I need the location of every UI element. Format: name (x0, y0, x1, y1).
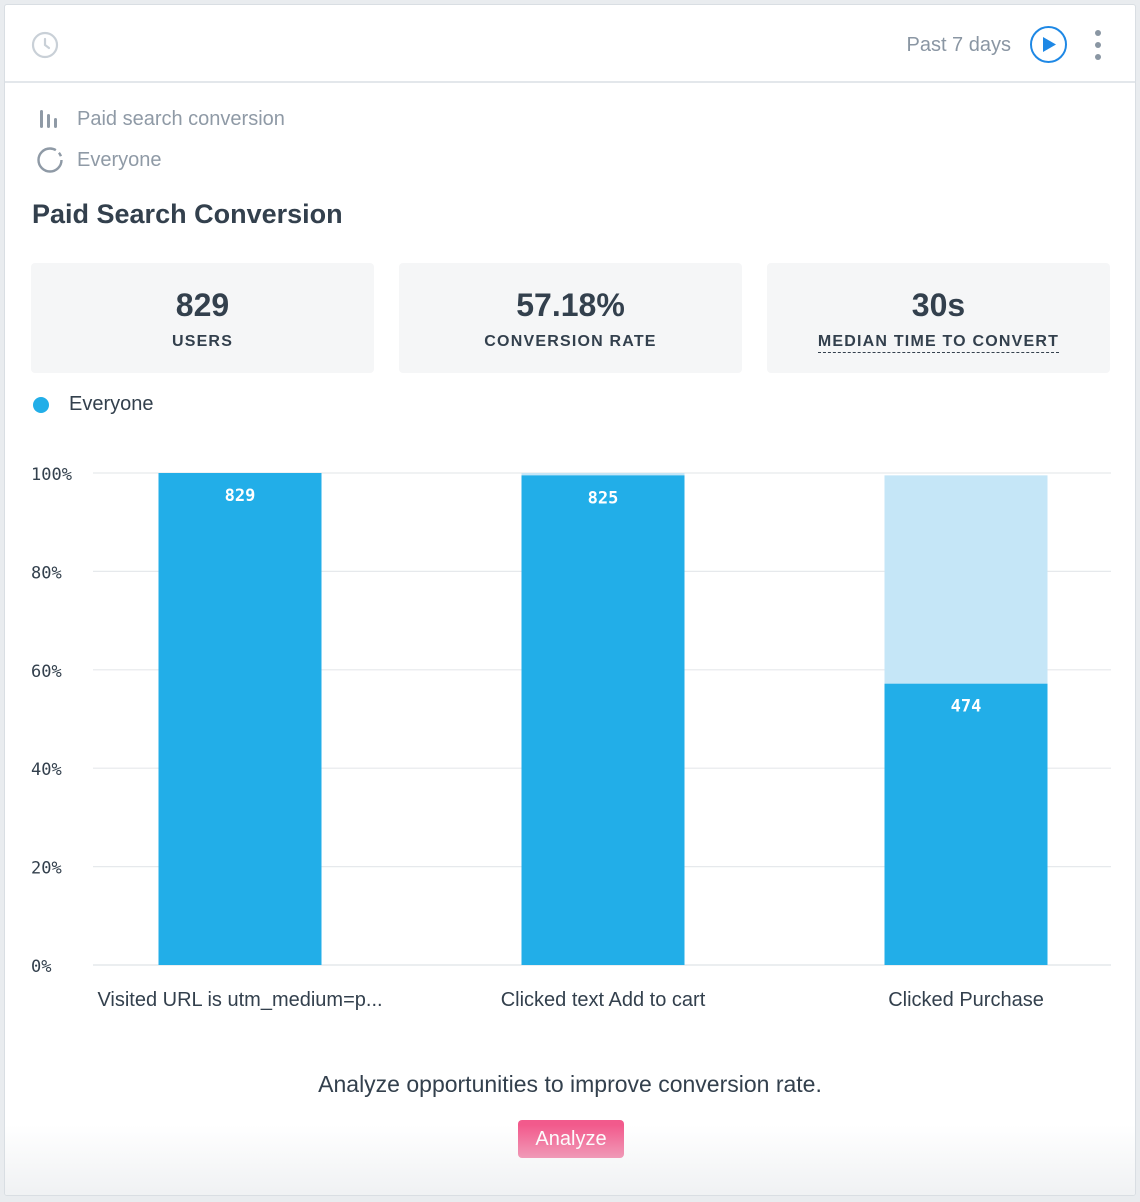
legend-label[interactable]: Everyone (69, 393, 154, 415)
y-tick-label: 40% (31, 760, 62, 780)
stat-value: 30s (911, 287, 966, 323)
y-tick-label: 100% (31, 465, 72, 485)
x-category-label: Visited URL is utm_medium=p... (97, 989, 382, 1011)
conversion-bar (158, 473, 322, 965)
funnel-chart: 0% 20% 40% 60% 80% 100% 829 Visited URL is utm_… (31, 465, 1111, 1011)
funnel-report-card: Past 7 days Paid search conversion Every… (4, 4, 1136, 1196)
dropoff-bar (521, 473, 685, 476)
stat-conversion-rate: 57.18% CONVERSION RATE (399, 263, 742, 373)
stat-users: 829 USERS (31, 263, 374, 373)
card-header: Past 7 days (5, 5, 1135, 83)
stat-label-wrapper: MEDIAN TIME TO CONVERT (767, 333, 1110, 353)
segment-label[interactable]: Everyone (77, 148, 162, 171)
stat-median-time: 30s MEDIAN TIME TO CONVERT (767, 263, 1110, 373)
chart-legend: Everyone (33, 393, 154, 416)
segment-row: Everyone (35, 145, 162, 175)
y-tick-label: 80% (31, 563, 62, 583)
play-icon[interactable] (1030, 26, 1067, 63)
date-range-label[interactable]: Past 7 days (906, 34, 1011, 56)
more-dot (1095, 42, 1101, 48)
more-dot (1095, 54, 1101, 60)
stat-value: 829 (175, 287, 230, 323)
more-dot (1095, 30, 1101, 36)
bar-value-label: 825 (588, 488, 619, 508)
conversion-bar (884, 683, 1048, 965)
analyze-prompt: Analyze opportunities to improve convers… (318, 1071, 822, 1097)
y-tick-label: 20% (31, 859, 62, 879)
dropoff-bar (884, 475, 1048, 684)
segment-circle-icon (35, 145, 65, 175)
chart-name-row: Paid search conversion (35, 104, 285, 134)
bar-value-label: 829 (225, 486, 256, 506)
x-category-label: Clicked Purchase (888, 989, 1044, 1011)
stat-label: USERS (171, 333, 234, 350)
chart-name-label[interactable]: Paid search conversion (77, 107, 285, 130)
clock-icon[interactable] (31, 31, 59, 59)
analyze-button[interactable]: Analyze (518, 1120, 624, 1158)
bar-value-label: 474 (951, 697, 982, 717)
x-category-label: Clicked text Add to cart (501, 989, 706, 1011)
stat-label: CONVERSION RATE (484, 333, 657, 350)
y-tick-label: 60% (31, 662, 62, 682)
median-time-tooltip-label[interactable]: MEDIAN TIME TO CONVERT (817, 333, 1060, 353)
conversion-bar (521, 475, 685, 965)
legend-dot (33, 396, 49, 413)
stat-value: 57.18% (516, 287, 625, 323)
y-tick-label: 0% (31, 957, 51, 977)
page-title: Paid Search Conversion (32, 199, 343, 229)
more-vertical-icon[interactable] (1088, 29, 1108, 61)
bar-chart-icon (35, 104, 65, 134)
